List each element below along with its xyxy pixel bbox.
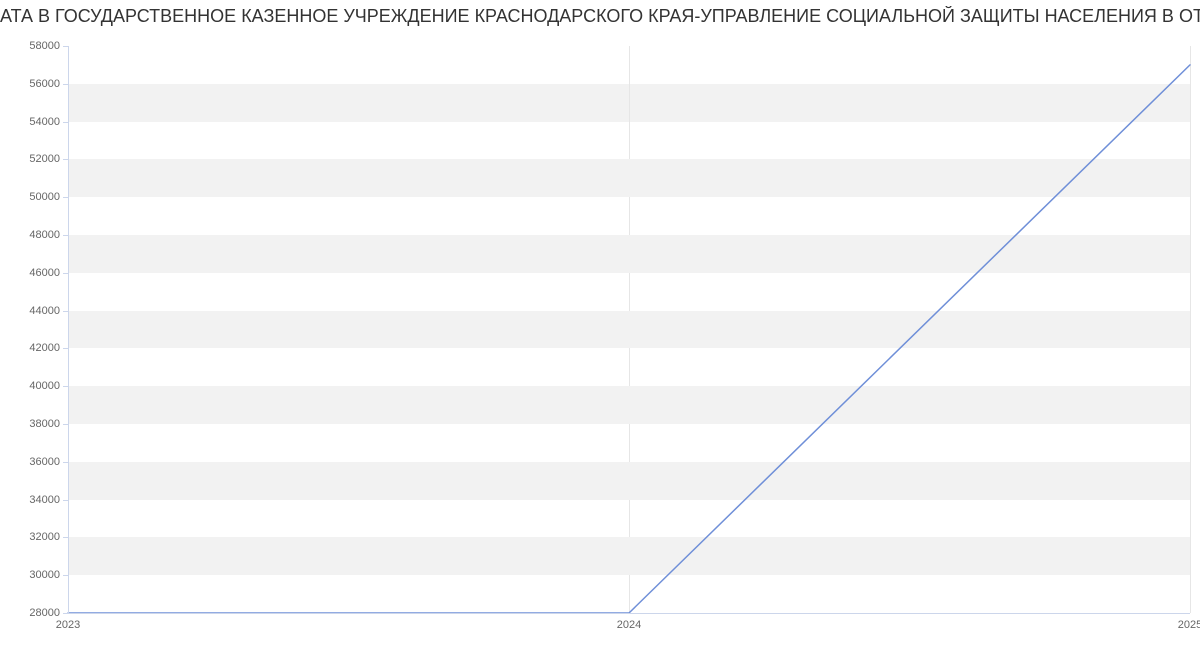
line-chart: АТА В ГОСУДАРСТВЕННОЕ КАЗЕННОЕ УЧРЕЖДЕНИ… — [0, 0, 1200, 650]
y-tick-mark — [63, 311, 68, 312]
y-tick-mark — [63, 46, 68, 47]
y-tick-mark — [63, 273, 68, 274]
y-tick-mark — [63, 500, 68, 501]
gridline-vertical — [1190, 46, 1191, 613]
y-tick-mark — [63, 159, 68, 160]
x-tick-label: 2023 — [56, 613, 80, 631]
y-axis-line — [68, 46, 69, 613]
y-tick-mark — [63, 235, 68, 236]
chart-title: АТА В ГОСУДАРСТВЕННОЕ КАЗЕННОЕ УЧРЕЖДЕНИ… — [0, 6, 1200, 27]
x-tick-label: 2024 — [617, 613, 641, 631]
y-tick-mark — [63, 197, 68, 198]
y-tick-mark — [63, 462, 68, 463]
series-line — [68, 46, 1190, 613]
y-tick-mark — [63, 84, 68, 85]
y-tick-mark — [63, 386, 68, 387]
y-tick-mark — [63, 122, 68, 123]
y-tick-mark — [63, 424, 68, 425]
plot-area: 2800030000320003400036000380004000042000… — [68, 46, 1190, 613]
y-tick-mark — [63, 537, 68, 538]
y-tick-mark — [63, 348, 68, 349]
x-tick-label: 2025 — [1178, 613, 1200, 631]
y-tick-mark — [63, 575, 68, 576]
